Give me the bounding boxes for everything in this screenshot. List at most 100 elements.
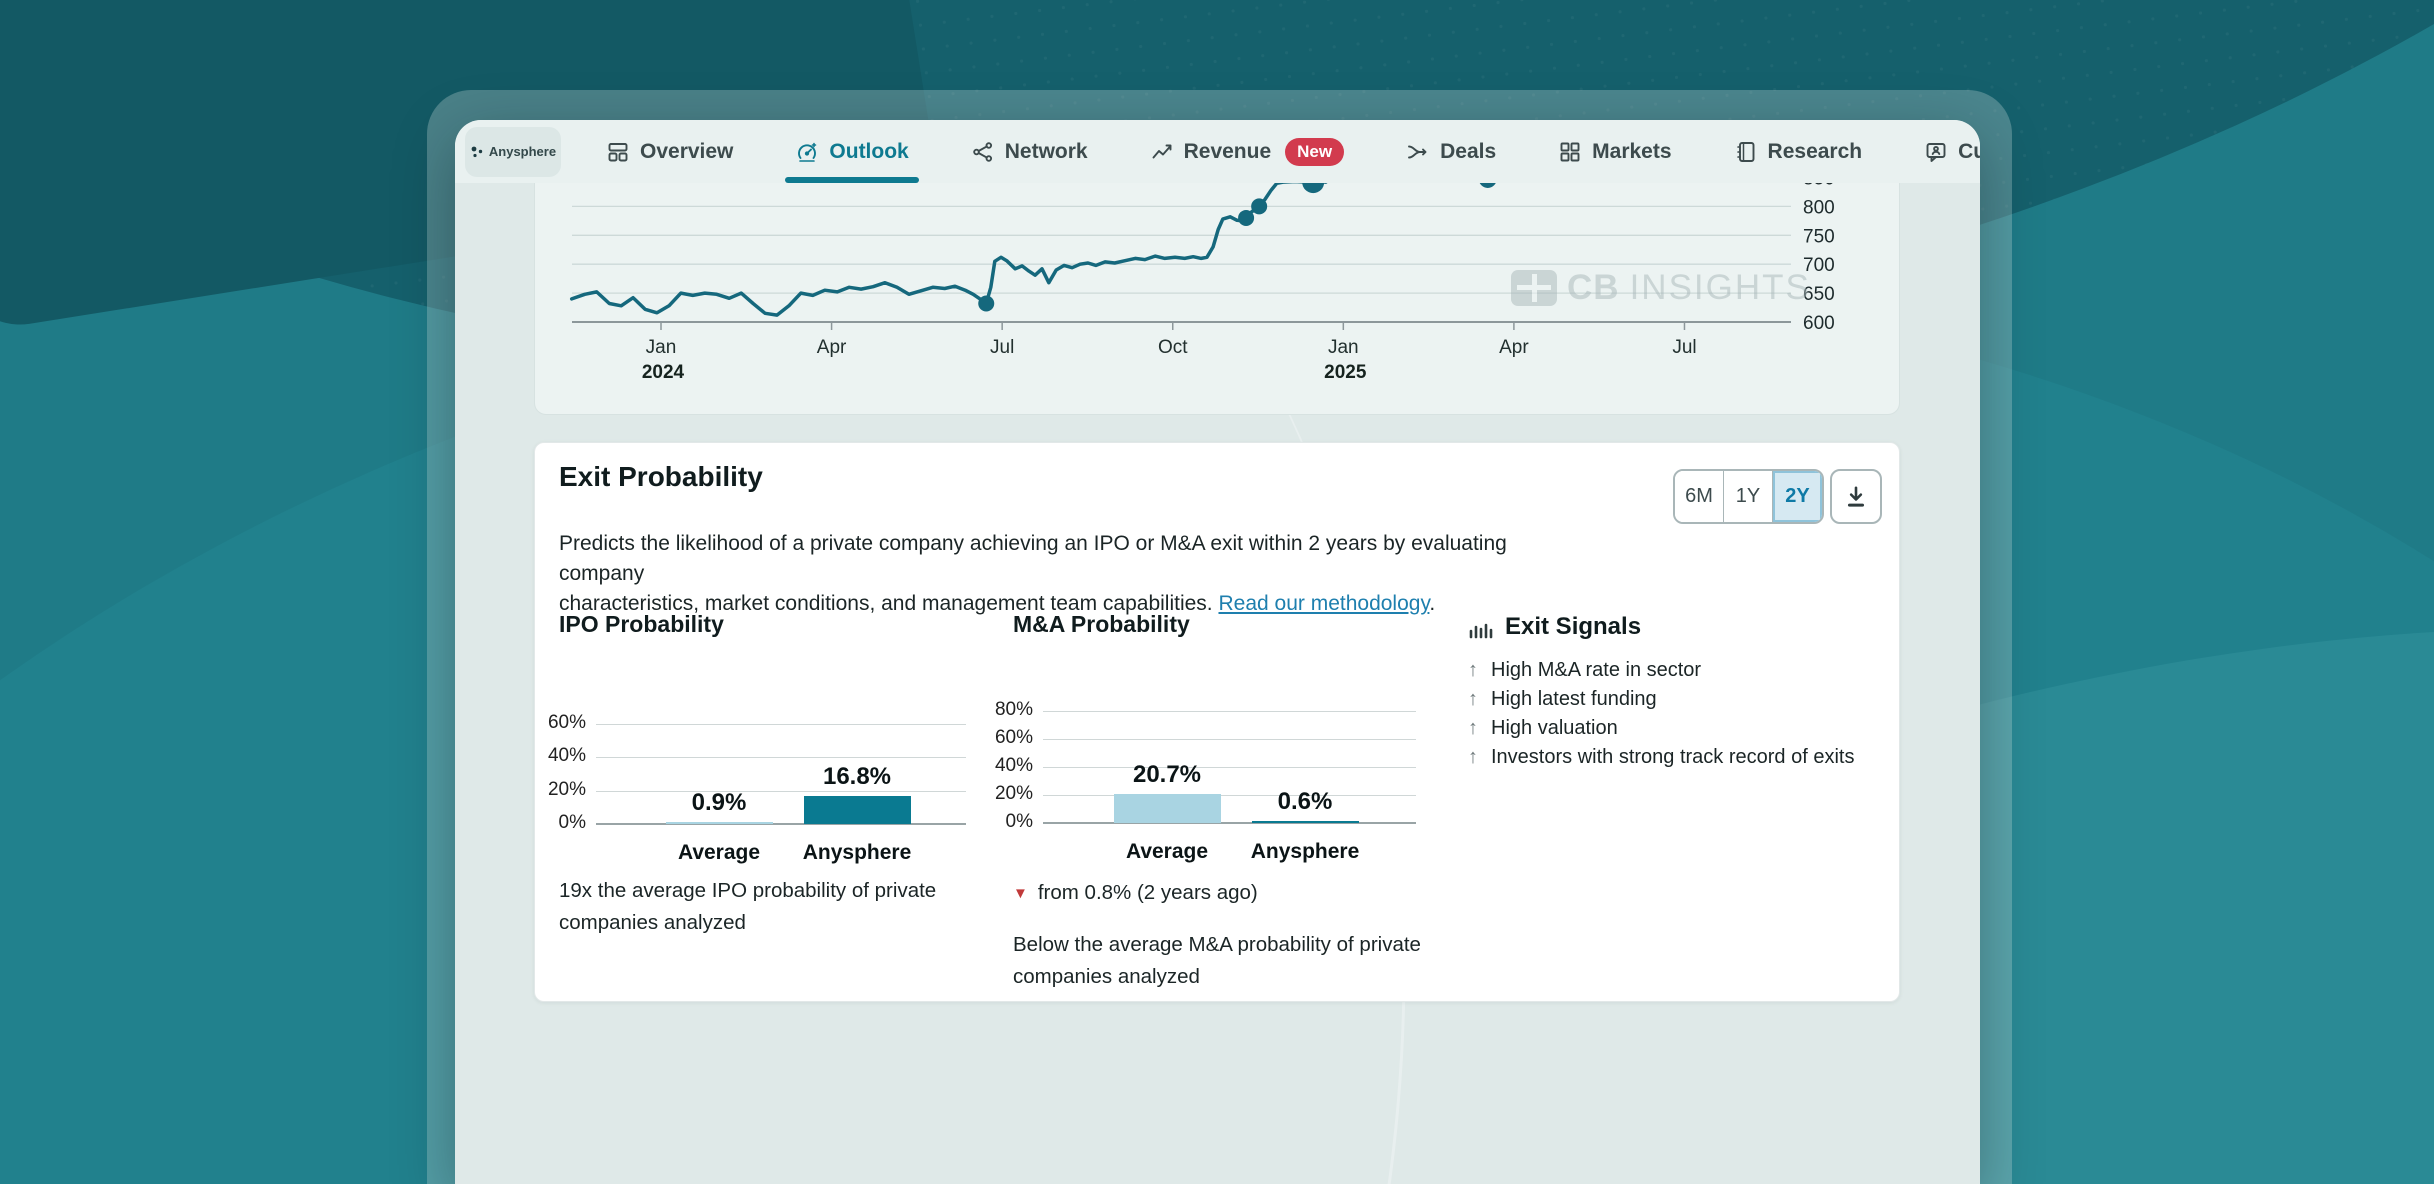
- score-trend-chart[interactable]: 600 650 700 750 800 850 Jan 2024 Apr Jul Oct Jan 202…: [535, 183, 1900, 415]
- svg-text:Apr: Apr: [1499, 337, 1529, 358]
- svg-text:Apr: Apr: [817, 337, 847, 358]
- bar-value-label: 20.7%: [1132, 761, 1202, 789]
- overview-icon: [608, 142, 628, 161]
- svg-text:Jan: Jan: [646, 337, 677, 358]
- tab-customer-sentiment[interactable]: Customer Sentiment: [1918, 120, 1980, 183]
- bar-value-label: 0.6%: [1277, 788, 1333, 815]
- y-axis-tick-label: 0%: [1005, 811, 1033, 832]
- mna-note: Below the average M&A probability of pri…: [1013, 933, 1421, 988]
- svg-text:800: 800: [1803, 197, 1835, 218]
- gridline: [1043, 711, 1416, 712]
- y-axis-tick-label: 60%: [547, 711, 586, 733]
- gridline: [596, 757, 966, 759]
- exit-signal-item: ↑ High valuation: [1468, 717, 1618, 739]
- network-icon: [972, 141, 992, 162]
- tab-revenue[interactable]: Revenue New: [1144, 120, 1351, 183]
- mna-change-text: from 0.8% (2 years ago): [1037, 881, 1258, 904]
- tab-label: Overview: [640, 139, 734, 163]
- download-button[interactable]: [1830, 469, 1882, 524]
- mna-change-row: ▼ from 0.8% (2 years ago): [1013, 881, 1258, 905]
- tab-label: Network: [1004, 139, 1088, 163]
- top-navigation: Anysphere Overview Outlook: [455, 120, 1980, 183]
- exit-signal-item: ↑ High M&A rate in sector: [1468, 659, 1702, 681]
- nav-tabs: Overview Outlook Network: [575, 120, 1980, 183]
- exit-signals-icon: [1468, 615, 1495, 647]
- exit-probability-card: Exit Probability 6M 1Y 2Y Predicts the l…: [534, 442, 1900, 1002]
- range-button-1y[interactable]: 1Y: [1724, 471, 1773, 522]
- company-logo-chip[interactable]: Anysphere: [465, 126, 561, 177]
- y-axis-tick-label: 20%: [994, 783, 1033, 804]
- tab-research[interactable]: Research: [1728, 120, 1869, 183]
- gridline: [1043, 822, 1416, 824]
- gridline: [1043, 739, 1416, 740]
- outlook-gauge-icon: [798, 142, 817, 162]
- bar-value-label: 16.8%: [822, 763, 892, 790]
- company-name: Anysphere: [488, 144, 557, 159]
- bar-anysphere[interactable]: [804, 796, 911, 824]
- ipo-probability-title: IPO Probability: [559, 611, 724, 637]
- anysphere-logo-icon: [471, 146, 483, 157]
- ipo-probability-chart[interactable]: 0% 20% 40% 60% 0.9% Average 16.8% Anysphere: [548, 712, 966, 864]
- tab-label: Research: [1767, 139, 1863, 163]
- tab-outlook[interactable]: Outlook: [785, 120, 919, 183]
- y-axis-tick-label: 40%: [547, 745, 586, 767]
- score-trend-card: 600 650 700 750 800 850 Jan 2024 Apr Jul Oct Jan 202…: [534, 183, 1900, 415]
- decrease-triangle-icon: ▼: [1013, 884, 1028, 902]
- gridline: [596, 790, 966, 792]
- customer-sentiment-bubble-icon: [1926, 142, 1946, 162]
- svg-text:700: 700: [1803, 255, 1835, 276]
- tab-label: Outlook: [829, 139, 909, 163]
- tab-deals[interactable]: Deals: [1400, 120, 1502, 183]
- tab-label: Markets: [1592, 139, 1672, 163]
- tab-network[interactable]: Network: [965, 120, 1094, 183]
- gridline: [1043, 767, 1416, 768]
- download-icon: [1847, 485, 1865, 507]
- svg-text:2025: 2025: [1324, 362, 1367, 383]
- bar-average[interactable]: [1114, 794, 1221, 823]
- card-description: Predicts the likelihood of a private com…: [559, 532, 1507, 615]
- new-badge: New: [1285, 137, 1345, 166]
- bar-category-label: Anysphere: [802, 841, 912, 864]
- up-arrow-icon: ↑: [1468, 659, 1478, 681]
- markets-grid-icon: [1560, 142, 1580, 161]
- methodology-link[interactable]: Read our methodology: [1218, 592, 1430, 615]
- exit-signals-title: Exit Signals: [1505, 613, 1642, 640]
- card-title: Exit Probability: [559, 461, 763, 492]
- svg-text:600: 600: [1803, 313, 1835, 334]
- revenue-chart-icon: [1152, 144, 1172, 158]
- svg-text:850: 850: [1803, 183, 1835, 190]
- gridline: [596, 823, 966, 825]
- svg-text:650: 650: [1803, 284, 1835, 305]
- svg-text:Oct: Oct: [1158, 337, 1188, 358]
- tab-overview[interactable]: Overview: [600, 120, 739, 183]
- y-axis-tick-label: 40%: [994, 755, 1033, 776]
- gridline: [596, 723, 966, 725]
- y-axis-tick-label: 20%: [547, 778, 586, 800]
- tab-label: Customer Sentiment: [1958, 139, 1980, 163]
- bar-average[interactable]: [666, 822, 773, 824]
- y-axis-tick-label: 0%: [558, 812, 586, 833]
- svg-text:2024: 2024: [642, 362, 685, 383]
- tab-label: Revenue: [1183, 139, 1272, 163]
- bar-value-label: 0.9%: [691, 789, 747, 816]
- active-tab-underline: [785, 177, 919, 183]
- range-button-2y[interactable]: 2Y: [1773, 471, 1822, 522]
- bar-anysphere[interactable]: [1252, 821, 1359, 823]
- bar-category-label: Average: [1125, 840, 1209, 863]
- tab-markets[interactable]: Markets: [1552, 120, 1677, 183]
- y-axis-tick-label: 80%: [994, 699, 1033, 720]
- mna-probability-chart[interactable]: 0% 20% 40% 60% 80% 20.7% Average 0.6% Anysphere: [995, 699, 1416, 863]
- mna-probability-title: M&A Probability: [1013, 611, 1190, 637]
- exit-signal-item: ↑ High latest funding: [1468, 688, 1657, 710]
- ipo-note: 19x the average IPO probability of priva…: [559, 879, 937, 934]
- bar-category-label: Average: [677, 841, 761, 864]
- gridline: [1043, 795, 1416, 796]
- range-button-6m[interactable]: 6M: [1675, 471, 1724, 522]
- deals-merge-icon: [1408, 145, 1427, 158]
- svg-text:Jan: Jan: [1328, 337, 1359, 358]
- y-axis-tick-label: 60%: [994, 727, 1033, 748]
- up-arrow-icon: ↑: [1468, 746, 1478, 768]
- research-journal-icon: [1736, 141, 1754, 162]
- svg-text:Jul: Jul: [990, 337, 1014, 358]
